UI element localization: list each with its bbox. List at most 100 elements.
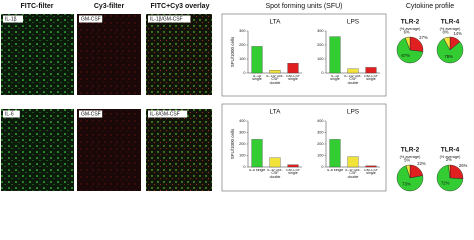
y-tick-label: 300 [239,131,245,135]
panel-frame [221,103,387,192]
x-tick-label: IL-1β single [330,74,340,82]
label-box [148,110,188,118]
y-tick-label: 400 [317,119,323,123]
bar [347,156,359,168]
x-tick-label-box: IL-1β single [330,74,340,82]
bar [365,165,377,168]
header: FITC-filter [20,3,53,10]
bar [329,139,341,168]
x-tick-label-box: GM-CSF single [285,74,301,82]
bar [287,63,299,74]
bar [287,164,299,168]
image-label: GM-CSF [81,16,101,22]
header: Cy3-filter [94,3,125,10]
y-tick-label: 200 [239,142,245,146]
overlay-image [146,14,212,95]
figure: FITC-filter Cy3-filter FITC+Cy3 overlay … [1,3,468,192]
x-tick-label-box: IL-1β/ GM-CSF double [266,74,284,86]
chart-title: LPS [347,19,360,26]
chart-title: LTA [270,109,282,116]
bar [251,139,263,168]
value-label: 6% [404,29,410,34]
value-label: 26% [459,163,468,168]
y-axis-label: SFU/1000 cells [230,128,235,159]
value-label: 2% [446,157,452,162]
y-tick-label: 100 [317,154,323,158]
y-tick-label: 300 [317,131,323,135]
y-tick-label: 0 [243,71,245,75]
pie-slice [443,36,451,51]
x-tick-label-box: GM-CSF single [364,169,378,176]
chart-title: TLR-2 [401,147,420,154]
x-tick-label: IL-1β/ GM-CSF double [344,74,362,86]
y-tick-label: 0 [243,165,245,169]
y-axis-label: SFU/1000 cells [230,36,235,67]
pie-slice [448,164,451,179]
value-label: 72% [441,180,450,185]
bar [269,157,281,168]
bar [347,68,359,74]
chart-title: TLR-4 [441,147,460,154]
bar [329,36,341,74]
x-tick-label: IL-6 single [326,168,344,172]
chart-title: TLR-4 [441,19,460,26]
panel-frame [221,13,387,97]
x-tick-label-box: IL-6 single [326,168,344,172]
y-tick-label: 100 [239,154,245,158]
label-box [3,110,20,118]
cy3-image [77,109,141,191]
pie-slice [405,164,411,179]
chart-subtitle: (% average) [400,155,421,159]
y-tick-label: 200 [239,43,245,47]
label-box [79,110,103,118]
chart-title: TLR-2 [401,19,420,26]
value-label: 22% [417,161,426,166]
x-tick-label: GM-CSF single [285,74,301,82]
x-tick-label: IL-6/ GM-CSF double [345,168,361,180]
x-tick-label: IL-1β single [252,74,262,82]
value-label: 67% [401,53,410,58]
pie-slice [404,36,411,51]
x-tick-label-box: IL-1β single [252,74,262,82]
label-box [3,15,23,23]
pie-slice [436,164,464,192]
value-label: 27% [419,35,428,40]
bar [365,67,377,74]
label-box [148,15,191,23]
page: FITC-filter Cy3-filter FITC+Cy3 overlay … [1,2,468,192]
y-tick-label: 0 [321,71,323,75]
value-label: 8% [442,30,448,35]
header: Spot forming units (SFU) [265,3,342,10]
pie-slice [396,165,424,192]
header: Cytokine profile [406,3,454,10]
pie-slice [396,37,424,64]
y-tick-label: 300 [317,29,323,33]
x-tick-label-box: IL-6/ GM-CSF double [267,168,283,180]
x-tick-label-box: IL-1β/ GM-CSF double [344,74,362,86]
y-tick-label: 400 [239,119,245,123]
value-label: 73% [402,181,411,186]
y-tick-label: 100 [317,57,323,61]
y-tick-label: 200 [317,142,323,146]
bar [269,70,281,74]
x-tick-label-box: GM-CSF single [364,75,378,82]
value-label: 78% [444,54,453,59]
chart-subtitle: (% average) [400,27,421,31]
micrographs [1,14,212,191]
image-label: IL-6/GM-CSF [150,111,180,117]
pie-slice [436,38,464,64]
value-label: 5% [404,157,410,162]
image-label: IL-1β [5,16,17,22]
chart-subtitle: (% average) [440,27,461,31]
x-tick-label: IL-6/ GM-CSF double [267,168,283,180]
image-label: IL-1β/GM-CSF [150,16,183,22]
x-tick-label: IL-1β/ GM-CSF double [266,74,284,86]
fitc-image [1,14,74,95]
x-tick-label-box: IL-6/ GM-CSF double [345,168,361,180]
chart-subtitle: (% average) [440,155,461,159]
overlay-image [146,109,212,191]
y-tick-label: 200 [317,43,323,47]
image-label: GM-CSF [81,111,101,117]
x-tick-label: GM-CSF single [285,168,301,176]
x-tick-label-box: IL-6 single [249,169,266,172]
